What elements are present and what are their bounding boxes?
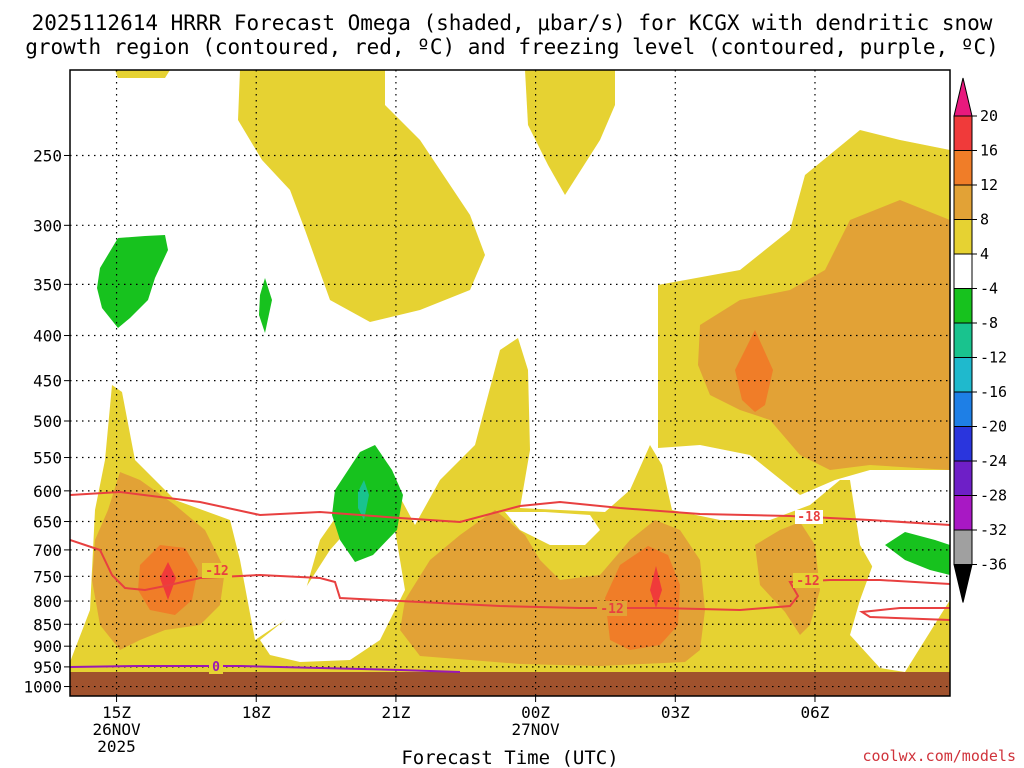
colorbar-arrow-top: [953, 77, 973, 117]
credit-text: coolwx.com/models: [862, 747, 1016, 765]
contour-label-freezing: 0: [212, 660, 220, 675]
colorbar-label-7: -12: [980, 349, 1007, 367]
omega-area-right-lower-orange: [755, 522, 820, 635]
omega-area-green-left: [97, 235, 168, 328]
x-tick-label-5-0: 06Z: [801, 703, 830, 722]
colorbar-swatch-12: [953, 495, 973, 531]
y-tick-label-600: 600: [33, 482, 62, 501]
colorbar-arrow-bottom: [953, 564, 973, 603]
y-tick-label-700: 700: [33, 541, 62, 560]
y-tick-label-300: 300: [33, 216, 62, 235]
x-tick-label-0-2: 2025: [97, 737, 136, 756]
y-tick-label-750: 750: [33, 567, 62, 586]
omega-area-center-peak: [650, 566, 662, 608]
y-tick-label-1000: 1000: [23, 678, 62, 697]
colorbar-swatch-9: [953, 391, 973, 427]
y-tick-label-550: 550: [33, 449, 62, 468]
colorbar-label-9: -20: [980, 418, 1007, 436]
omega-shading: [70, 70, 950, 696]
freezing-level-contour: [70, 665, 461, 673]
y-tick-label-400: 400: [33, 327, 62, 346]
colorbar-swatch-1: [953, 115, 973, 151]
dendritic-contour-right-loop: [859, 607, 950, 621]
x-axis-label: Forecast Time (UTC): [401, 747, 618, 768]
dendritic-contour-lower: [70, 539, 950, 612]
omega-area-green-small: [259, 278, 272, 333]
colorbar-swatch-6: [953, 288, 973, 324]
colorbar-label-13: -36: [980, 556, 1007, 574]
contour-lines: -12 -12 -12 -18 0: [70, 490, 950, 675]
omega-area-upper-center: [238, 70, 485, 322]
colorbar-label-10: -24: [980, 452, 1007, 470]
omega-area-left-peak: [160, 562, 176, 600]
y-tick-label-900: 900: [33, 637, 62, 656]
omega-area-green-center: [332, 445, 403, 562]
y-tick-label-500: 500: [33, 412, 62, 431]
grid-lines: [70, 70, 950, 696]
colorbar-label-3: 8: [980, 211, 989, 229]
x-tick-label-4-0: 03Z: [661, 703, 690, 722]
y-tick-label-450: 450: [33, 372, 62, 391]
omega-area-right-core: [735, 330, 773, 412]
colorbar-swatch-10: [953, 426, 973, 462]
colorbar-label-11: -28: [980, 487, 1007, 505]
dendritic-contour-upper: [70, 490, 950, 526]
contour-label-dendritic-3: -12: [796, 574, 819, 589]
colorbar-label-12: -32: [980, 521, 1007, 539]
contour-label-dendritic-2: -12: [600, 602, 623, 617]
colorbar-swatch-3: [953, 184, 973, 220]
omega-area-center-core: [605, 546, 680, 650]
y-tick-label-950: 950: [33, 658, 62, 677]
colorbar-swatch-13: [953, 529, 973, 565]
colorbar-label-4: 4: [980, 245, 989, 263]
y-tick-label-650: 650: [33, 513, 62, 532]
colorbar-swatch-8: [953, 357, 973, 393]
colorbar-swatch-4: [953, 219, 973, 255]
omega-area-teal: [358, 480, 369, 520]
x-tick-label-2-0: 21Z: [381, 703, 410, 722]
contour-label-dendritic-4: -18: [797, 510, 821, 525]
colorbar-label-2: 12: [980, 176, 998, 194]
x-tick-label-3-1: 27NOV: [512, 720, 561, 739]
ground-surface: [70, 672, 950, 696]
colorbar: 20 16 12 8 4 -4 -8 -12 -16 -20 -24 -28 -32 -36: [953, 77, 1007, 603]
contour-label-dendritic-1: -12: [205, 564, 228, 579]
omega-gap-lower-2: [505, 512, 600, 545]
x-tick-label-3-0: 00Z: [521, 703, 550, 722]
colorbar-label-6: -8: [980, 314, 998, 332]
colorbar-label-0: 20: [980, 107, 998, 125]
x-tick-label-1-0: 18Z: [242, 703, 271, 722]
omega-area-top-left: [115, 70, 170, 78]
x-tick-label-0-0: 15Z: [102, 703, 131, 722]
colorbar-swatch-2: [953, 150, 973, 186]
colorbar-swatch-11: [953, 460, 973, 496]
colorbar-label-5: -4: [980, 280, 998, 298]
colorbar-label-1: 16: [980, 142, 998, 160]
y-tick-label-800: 800: [33, 592, 62, 611]
colorbar-swatch-5: [953, 253, 973, 289]
chart-title-line2: growth region (contoured, red, ºC) and f…: [25, 35, 999, 59]
omega-area-green-right: [885, 532, 950, 575]
y-tick-label-850: 850: [33, 615, 62, 634]
omega-area-top-center-right: [525, 70, 615, 195]
colorbar-label-8: -16: [980, 383, 1007, 401]
y-axis: 250 300 350 400 450 500 550 600 650 700 750 800 850 9…: [23, 146, 70, 697]
y-tick-label-250: 250: [33, 146, 62, 165]
chart-title-line1: 2025112614 HRRR Forecast Omega (shaded, …: [32, 11, 993, 35]
y-tick-label-350: 350: [33, 275, 62, 294]
colorbar-swatch-7: [953, 322, 973, 358]
plot-frame: [69, 69, 951, 697]
x-tick-label-0-1: 26NOV: [92, 720, 141, 739]
